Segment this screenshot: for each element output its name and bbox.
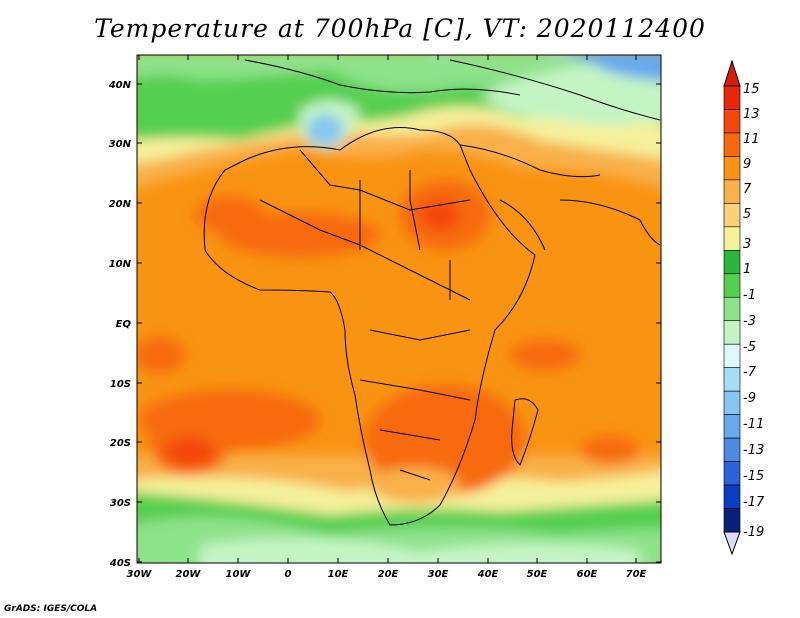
lat-labels: 40N 30N 20N 10N EQ 10S 20S 30S 40S [108, 80, 132, 569]
colorbar-swatch [723, 390, 741, 415]
colorbar-swatch [723, 414, 741, 439]
colorbar-label-m9: -9 [743, 391, 756, 406]
colorbar-label-15: 15 [743, 82, 760, 97]
lat-label-eq: EQ [116, 319, 132, 330]
colorbar-swatch [723, 437, 741, 462]
lon-label-60e: 60E [577, 569, 598, 580]
colorbar-labels: 15 13 11 9 7 5 3 1 -1 -3 -5 -7 -9 -11 -1… [743, 82, 765, 540]
lon-label-20w: 20W [176, 569, 202, 580]
colorbar-label-3: 3 [743, 237, 751, 252]
lat-label-20n: 20N [109, 199, 132, 210]
colorbar-swatch [723, 156, 741, 181]
colorbar-swatch [723, 461, 741, 486]
lon-label-50e: 50E [527, 569, 548, 580]
colorbar-label-m5: -5 [743, 340, 756, 355]
lon-label-10w: 10W [226, 569, 252, 580]
map-title: Temperature at 700hPa [C], VT: 202011240… [94, 14, 706, 43]
colorbar-swatch [723, 179, 741, 204]
colorbar-swatch [723, 343, 741, 368]
colorbar-bottom-arrow [723, 531, 741, 556]
lon-label-30w: 30W [127, 569, 153, 580]
colorbar-swatch [723, 85, 741, 110]
colorbar-swatch [723, 226, 741, 251]
colorbar-label-m3: -3 [743, 314, 756, 329]
colorbar-label-m13: -13 [743, 443, 764, 458]
grads-credit: GrADS: IGES/COLA [4, 604, 98, 614]
lat-label-20s: 20S [110, 438, 131, 449]
colorbar-label-5: 5 [743, 207, 751, 222]
coastlines [203, 59, 661, 526]
lat-label-40n: 40N [108, 80, 132, 91]
colorbar-label-9: 9 [743, 157, 751, 172]
axis-ticks [137, 55, 661, 563]
lon-label-70e: 70E [626, 569, 647, 580]
lat-label-40s: 40S [109, 558, 131, 569]
lon-label-40e: 40E [477, 569, 499, 580]
colorbar-swatch [723, 320, 741, 345]
colorbar-label-m17: -17 [743, 495, 765, 510]
colorbar-swatch [723, 132, 741, 157]
colorbar-swatch [723, 508, 741, 533]
temperature-field [137, 55, 661, 563]
colorbar-label-m19: -19 [743, 525, 764, 540]
lat-label-30n: 30N [109, 139, 132, 150]
lon-label-30e: 30E [428, 569, 449, 580]
colorbar-label-m7: -7 [743, 365, 757, 380]
lat-label-10n: 10N [109, 259, 132, 270]
lat-label-30s: 30S [110, 498, 131, 509]
lon-label-20e: 20E [378, 569, 399, 580]
colorbar-swatch [723, 109, 741, 134]
colorbar-label-13: 13 [743, 107, 760, 122]
colorbar-swatch [723, 273, 741, 298]
colorbar-label-11: 11 [743, 132, 760, 147]
colorbar-swatch [723, 484, 741, 509]
colorbar-swatch [723, 250, 741, 275]
colorbar-swatch [723, 367, 741, 392]
lon-label-10e: 10E [328, 569, 349, 580]
colorbar-label-m15: -15 [743, 469, 764, 484]
lon-label-0: 0 [285, 569, 292, 580]
lat-label-10s: 10S [110, 379, 131, 390]
colorbar-label-m1: -1 [743, 288, 756, 303]
colorbar [723, 59, 741, 556]
colorbar-label-m11: -11 [743, 417, 764, 432]
lon-labels: 30W 20W 10W 0 10E 20E 30E 40E 50E 60E 70… [127, 569, 647, 580]
colorbar-swatch [723, 296, 741, 322]
colorbar-label-7: 7 [743, 182, 752, 197]
colorbar-top-arrow [723, 59, 741, 87]
colorbar-swatch [723, 203, 741, 228]
plot-frame [136, 54, 662, 564]
colorbar-label-1: 1 [743, 262, 751, 277]
